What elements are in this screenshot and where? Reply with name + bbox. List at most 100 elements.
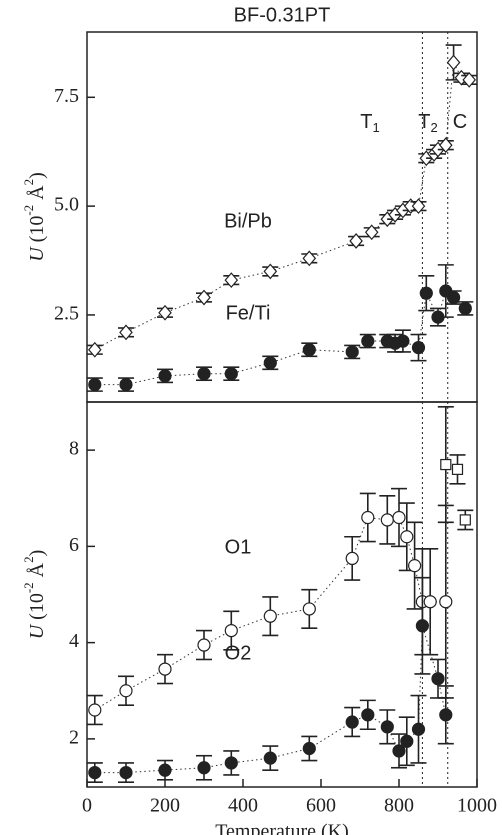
point	[411, 198, 426, 215]
point	[224, 272, 239, 289]
series-label: O2	[225, 642, 252, 664]
y-axis-label-part: )	[26, 550, 48, 557]
y-axis-label-part: (10	[26, 593, 48, 625]
point	[364, 224, 379, 241]
point	[224, 623, 238, 638]
y-axis-label: U (10-2 Å2)	[21, 550, 48, 640]
x-axis-label: Temperature (K)	[215, 821, 349, 835]
annotation: C	[453, 111, 467, 133]
point	[419, 286, 433, 300]
point	[439, 595, 453, 609]
point	[263, 356, 277, 370]
point	[88, 703, 102, 717]
point	[458, 301, 472, 316]
point	[446, 54, 461, 71]
annotation-text: T	[360, 111, 372, 133]
point	[361, 708, 375, 722]
y-axis-label-part: -2	[21, 205, 36, 216]
y-axis-label-part: Å	[26, 562, 48, 582]
point	[408, 559, 422, 573]
point	[197, 289, 211, 306]
series-label: O1	[225, 536, 252, 558]
x-tick-label: 200	[150, 795, 180, 817]
annotation-text: C	[453, 111, 467, 133]
point	[263, 263, 278, 280]
y-axis-label: U (10-2 Å2)	[21, 172, 48, 262]
y-tick-label: 2	[69, 726, 79, 748]
point	[224, 756, 238, 770]
annotation: T1	[360, 111, 379, 135]
point	[349, 233, 363, 249]
point	[361, 510, 375, 525]
point	[345, 345, 359, 359]
y-axis-label-part: 2	[21, 179, 36, 186]
point	[447, 290, 461, 305]
x-tick-label: 800	[384, 795, 414, 817]
point	[119, 765, 133, 780]
point	[415, 619, 429, 633]
point	[400, 530, 414, 544]
point	[302, 343, 316, 357]
point	[263, 751, 277, 765]
point	[158, 763, 172, 777]
point	[224, 367, 238, 381]
series-label: Bi/Pb	[224, 210, 272, 232]
point	[361, 334, 375, 348]
guide-line	[94, 290, 466, 386]
point	[345, 715, 359, 729]
point	[459, 514, 471, 526]
point	[197, 367, 211, 381]
point	[302, 602, 316, 616]
point	[462, 71, 476, 88]
point	[396, 334, 410, 348]
point	[380, 513, 394, 527]
y-tick-label: 7.5	[54, 85, 79, 107]
point	[119, 377, 133, 392]
x-tick-label: 400	[228, 795, 258, 817]
plot-frame	[86, 401, 478, 788]
point	[439, 137, 453, 154]
point	[158, 304, 172, 321]
x-tick-label: 1000	[457, 795, 497, 817]
point	[345, 551, 359, 566]
y-tick-label: 8	[69, 438, 79, 460]
y-axis-label-part: 2	[21, 556, 36, 563]
y-tick-label: 6	[69, 534, 79, 556]
point	[197, 761, 211, 775]
point	[263, 609, 277, 623]
point	[380, 720, 394, 734]
annotation-subscript: 2	[430, 120, 437, 135]
point	[423, 595, 437, 609]
y-tick-label: 4	[69, 630, 79, 652]
y-axis-label-part: (10	[26, 216, 48, 248]
guide-line	[94, 625, 447, 774]
point	[392, 744, 406, 758]
point	[119, 684, 133, 698]
x-tick-label: 600	[306, 795, 336, 817]
point	[451, 463, 464, 475]
guide-line	[94, 516, 446, 711]
point	[411, 340, 426, 355]
y-axis-label-part: -2	[21, 582, 36, 593]
point	[158, 662, 172, 676]
y-tick-label: 5.0	[54, 194, 79, 216]
point	[197, 638, 211, 652]
annotation-subscript: 1	[372, 120, 379, 135]
x-tick-label: 0	[82, 795, 92, 817]
chart-title: BF-0.31PT	[234, 4, 331, 26]
point	[431, 672, 445, 686]
point	[440, 458, 452, 471]
point	[411, 722, 426, 736]
series-label: Fe/Ti	[226, 302, 271, 324]
point	[400, 734, 414, 748]
point	[119, 324, 133, 341]
annotation-text: T	[418, 111, 430, 133]
y-tick-label: 2.5	[54, 303, 79, 325]
point	[392, 510, 406, 525]
point	[88, 765, 102, 780]
y-axis-label-part: U	[26, 246, 48, 262]
point	[302, 741, 316, 756]
y-axis-label-part: )	[26, 172, 48, 179]
y-axis-label-part: U	[26, 623, 48, 639]
